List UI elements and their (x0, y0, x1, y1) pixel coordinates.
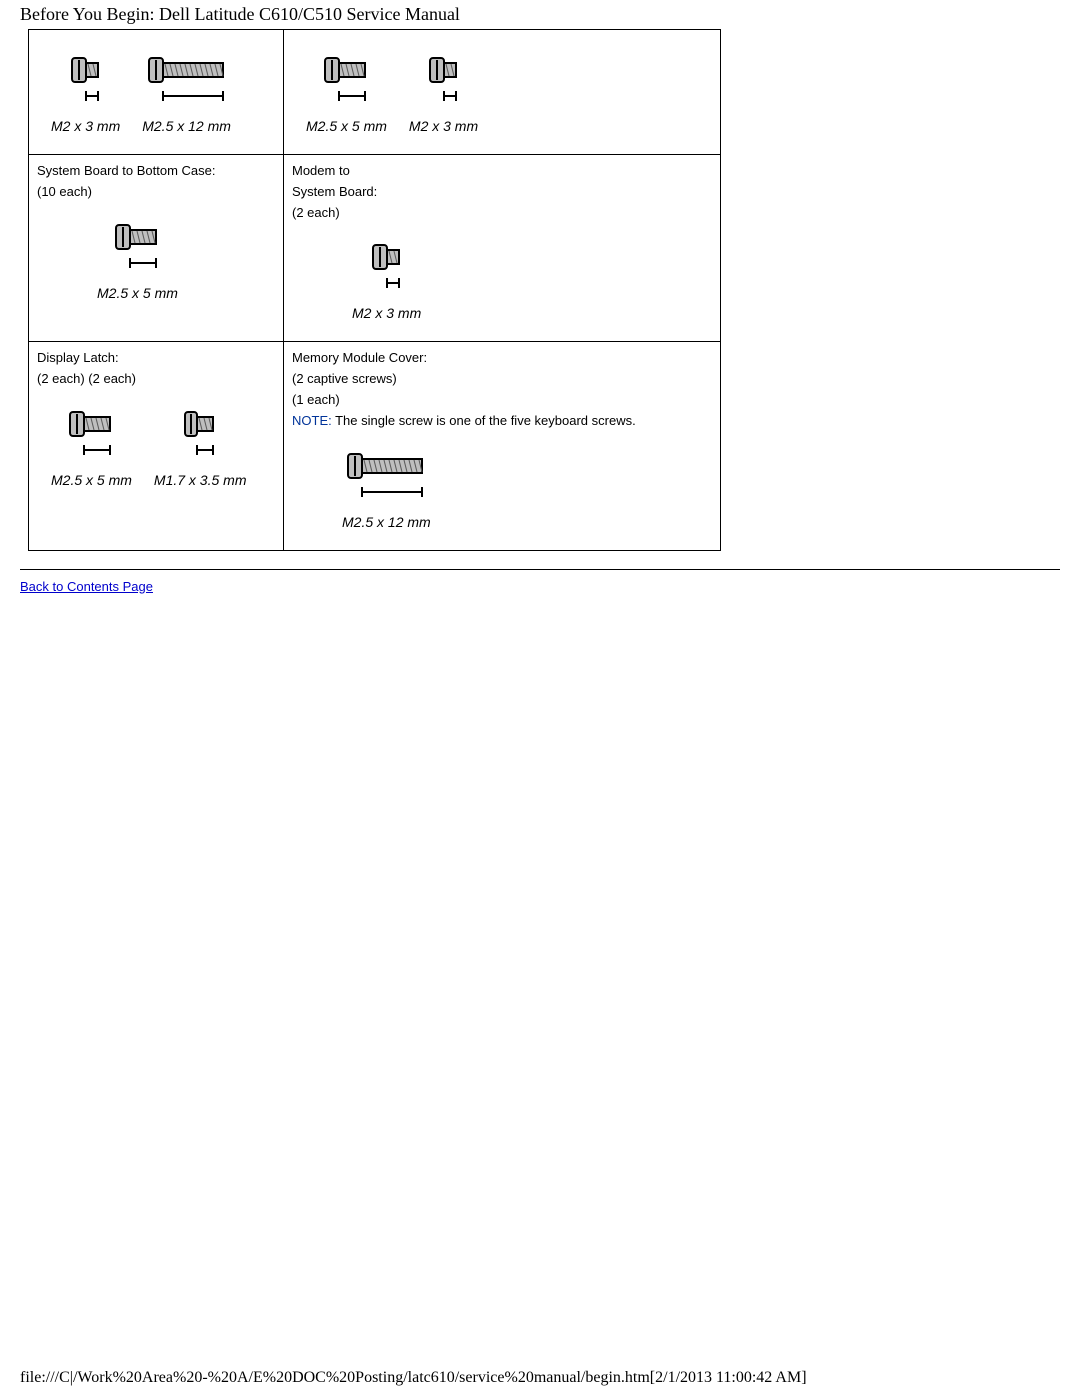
cell-row1-right: Modem to System Board: (2 each) M2 x 3 m… (284, 155, 721, 342)
screw-figure: M2.5 x 5 mm (306, 56, 387, 134)
table-row: System Board to Bottom Case: (10 each) M… (29, 155, 721, 342)
screw-figure: M2.5 x 12 mm (142, 56, 231, 134)
screw-row: M2 x 3 mm M2.5 x 12 mm (37, 36, 275, 144)
screw-figure: M2.5 x 5 mm (97, 223, 178, 301)
page-title: Before You Begin: Dell Latitude C610/C51… (0, 0, 1080, 29)
cell-row0-right: M2.5 x 5 mm M2 x 3 mm (284, 30, 721, 155)
cell-row2-right: Memory Module Cover: (2 captive screws) … (284, 342, 721, 550)
footer-file-path: file:///C|/Work%20Area%20-%20A/E%20DOC%2… (20, 1369, 807, 1387)
screw-label: M2.5 x 5 mm (51, 472, 132, 488)
screw-label: M2.5 x 5 mm (97, 285, 178, 301)
screw-figure: M2 x 3 mm (409, 56, 478, 134)
screw-icon (115, 223, 159, 279)
screw-row: M2 x 3 mm (292, 223, 712, 331)
screw-icon (71, 56, 101, 112)
back-to-contents-link[interactable]: Back to Contents Page (20, 579, 153, 594)
screw-label: M2 x 3 mm (51, 118, 120, 134)
cell-line: System Board to Bottom Case: (37, 161, 275, 182)
screw-row: M2.5 x 5 mm M1.7 x 3.5 mm (37, 390, 275, 498)
cell-line: Modem to (292, 161, 712, 182)
screw-table: M2 x 3 mm M2.5 x 12 mm M2.5 x 5 mm M2 x 3 … (28, 29, 721, 551)
screw-figure: M2.5 x 12 mm (342, 452, 431, 530)
screw-icon (148, 56, 226, 112)
note-line: NOTE: The single screw is one of the fiv… (292, 411, 712, 432)
screw-label: M2.5 x 5 mm (306, 118, 387, 134)
note-text: The single screw is one of the five keyb… (332, 413, 636, 428)
cell-line: (10 each) (37, 182, 275, 203)
cell-line: (1 each) (292, 390, 712, 411)
screw-label: M2 x 3 mm (409, 118, 478, 134)
screw-row: M2.5 x 5 mm M2 x 3 mm (292, 36, 712, 144)
screw-icon (184, 410, 216, 466)
cell-line: Memory Module Cover: (292, 348, 712, 369)
cell-row0-left: M2 x 3 mm M2.5 x 12 mm (29, 30, 284, 155)
screw-row: M2.5 x 12 mm (292, 432, 712, 540)
screw-label: M2.5 x 12 mm (142, 118, 231, 134)
screw-label: M1.7 x 3.5 mm (154, 472, 247, 488)
screw-icon (372, 243, 402, 299)
note-label: NOTE: (292, 413, 332, 428)
table-row: Display Latch: (2 each) (2 each) M2.5 x … (29, 342, 721, 550)
screw-icon (347, 452, 425, 508)
cell-line: System Board: (292, 182, 712, 203)
cell-line: (2 each) (292, 203, 712, 224)
screw-icon (324, 56, 368, 112)
cell-line: (2 each) (2 each) (37, 369, 275, 390)
cell-line: Display Latch: (37, 348, 275, 369)
screw-icon (69, 410, 113, 466)
table-row: M2 x 3 mm M2.5 x 12 mm M2.5 x 5 mm M2 x 3 … (29, 30, 721, 155)
screw-label: M2 x 3 mm (352, 305, 421, 321)
divider (20, 569, 1060, 570)
screw-figure: M2.5 x 5 mm (51, 410, 132, 488)
cell-row1-left: System Board to Bottom Case: (10 each) M… (29, 155, 284, 342)
screw-figure: M1.7 x 3.5 mm (154, 410, 247, 488)
screw-label: M2.5 x 12 mm (342, 514, 431, 530)
screw-figure: M2 x 3 mm (352, 243, 421, 321)
screw-figure: M2 x 3 mm (51, 56, 120, 134)
screw-row: M2.5 x 5 mm (37, 203, 275, 311)
content-wrap: M2 x 3 mm M2.5 x 12 mm M2.5 x 5 mm M2 x 3 … (0, 29, 1080, 596)
screw-icon (429, 56, 459, 112)
cell-row2-left: Display Latch: (2 each) (2 each) M2.5 x … (29, 342, 284, 550)
cell-line: (2 captive screws) (292, 369, 712, 390)
